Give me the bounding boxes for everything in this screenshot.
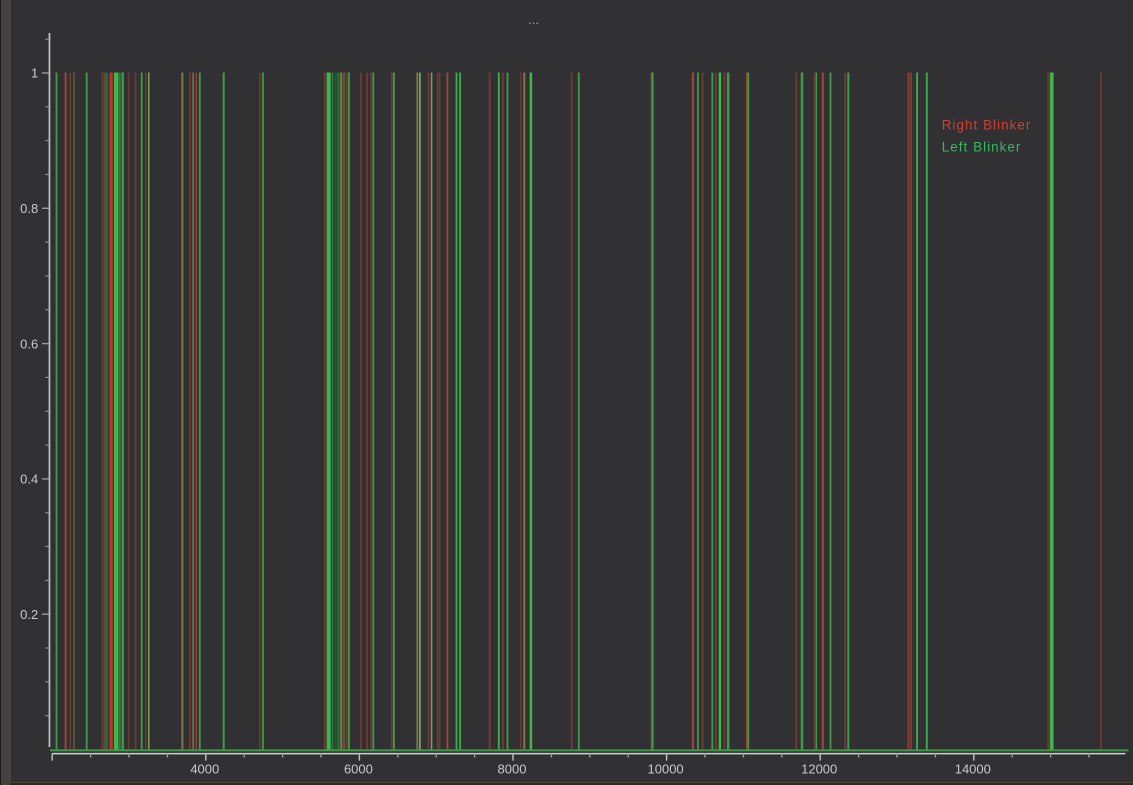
svg-text:Right Blinker: Right Blinker — [942, 118, 1032, 133]
svg-text:0.4: 0.4 — [20, 472, 38, 487]
svg-text:6000: 6000 — [344, 761, 373, 776]
svg-text:14000: 14000 — [955, 761, 991, 776]
svg-text:...: ... — [528, 12, 539, 27]
svg-text:10000: 10000 — [648, 761, 684, 776]
svg-text:0.2: 0.2 — [20, 607, 38, 622]
svg-text:12000: 12000 — [801, 761, 837, 776]
svg-text:1: 1 — [31, 66, 38, 81]
svg-text:0.8: 0.8 — [20, 201, 38, 216]
svg-text:Left Blinker: Left Blinker — [942, 139, 1022, 154]
svg-text:0.6: 0.6 — [20, 336, 38, 351]
svg-text:4000: 4000 — [190, 761, 219, 776]
svg-text:8000: 8000 — [498, 761, 527, 776]
